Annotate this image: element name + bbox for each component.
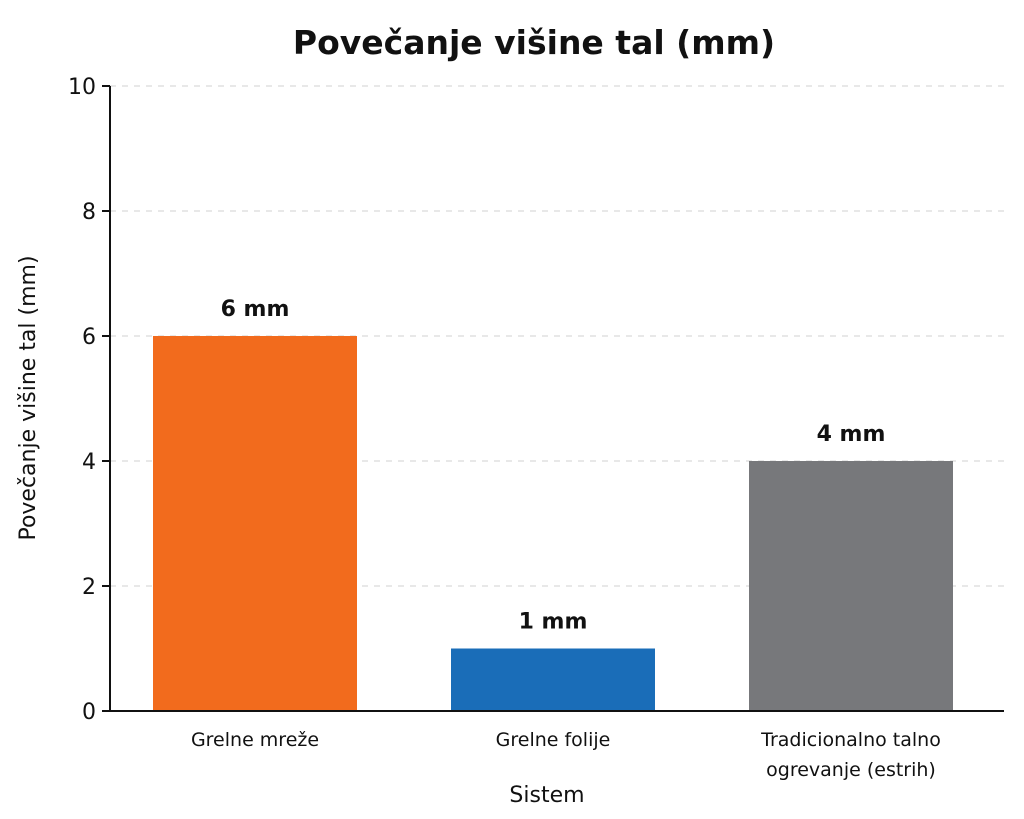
y-axis-ticks: 0 2 4 6 8 10: [68, 75, 110, 725]
bar: [153, 336, 357, 711]
y-tick-label: 0: [82, 700, 96, 725]
x-axis-categories: Grelne mreže Grelne folije Tradicionalno t…: [191, 729, 941, 781]
bar: [749, 461, 953, 711]
y-tick-label: 10: [68, 75, 96, 100]
y-axis-title: Povečanje višine tal (mm): [16, 255, 41, 540]
y-tick-label: 4: [82, 450, 96, 475]
y-tick-label: 6: [82, 325, 96, 350]
bar-value-label: 1 mm: [519, 610, 588, 635]
bars: [153, 336, 953, 711]
bar-value-label: 4 mm: [817, 422, 886, 447]
y-tick-label: 2: [82, 575, 96, 600]
x-category-label: Grelne folije: [496, 729, 611, 751]
bar-value-label: 6 mm: [221, 297, 290, 322]
x-axis-title: Sistem: [509, 783, 584, 808]
x-category-label: Grelne mreže: [191, 729, 319, 751]
y-tick-label: 8: [82, 200, 96, 225]
data-labels: 6 mm 1 mm 4 mm: [221, 297, 886, 635]
chart-title: Povečanje višine tal (mm): [293, 23, 775, 62]
x-category-label: ogrevanje (estrih): [766, 759, 936, 781]
bar: [451, 648, 655, 711]
x-category-label: Tradicionalno talno: [760, 729, 941, 751]
